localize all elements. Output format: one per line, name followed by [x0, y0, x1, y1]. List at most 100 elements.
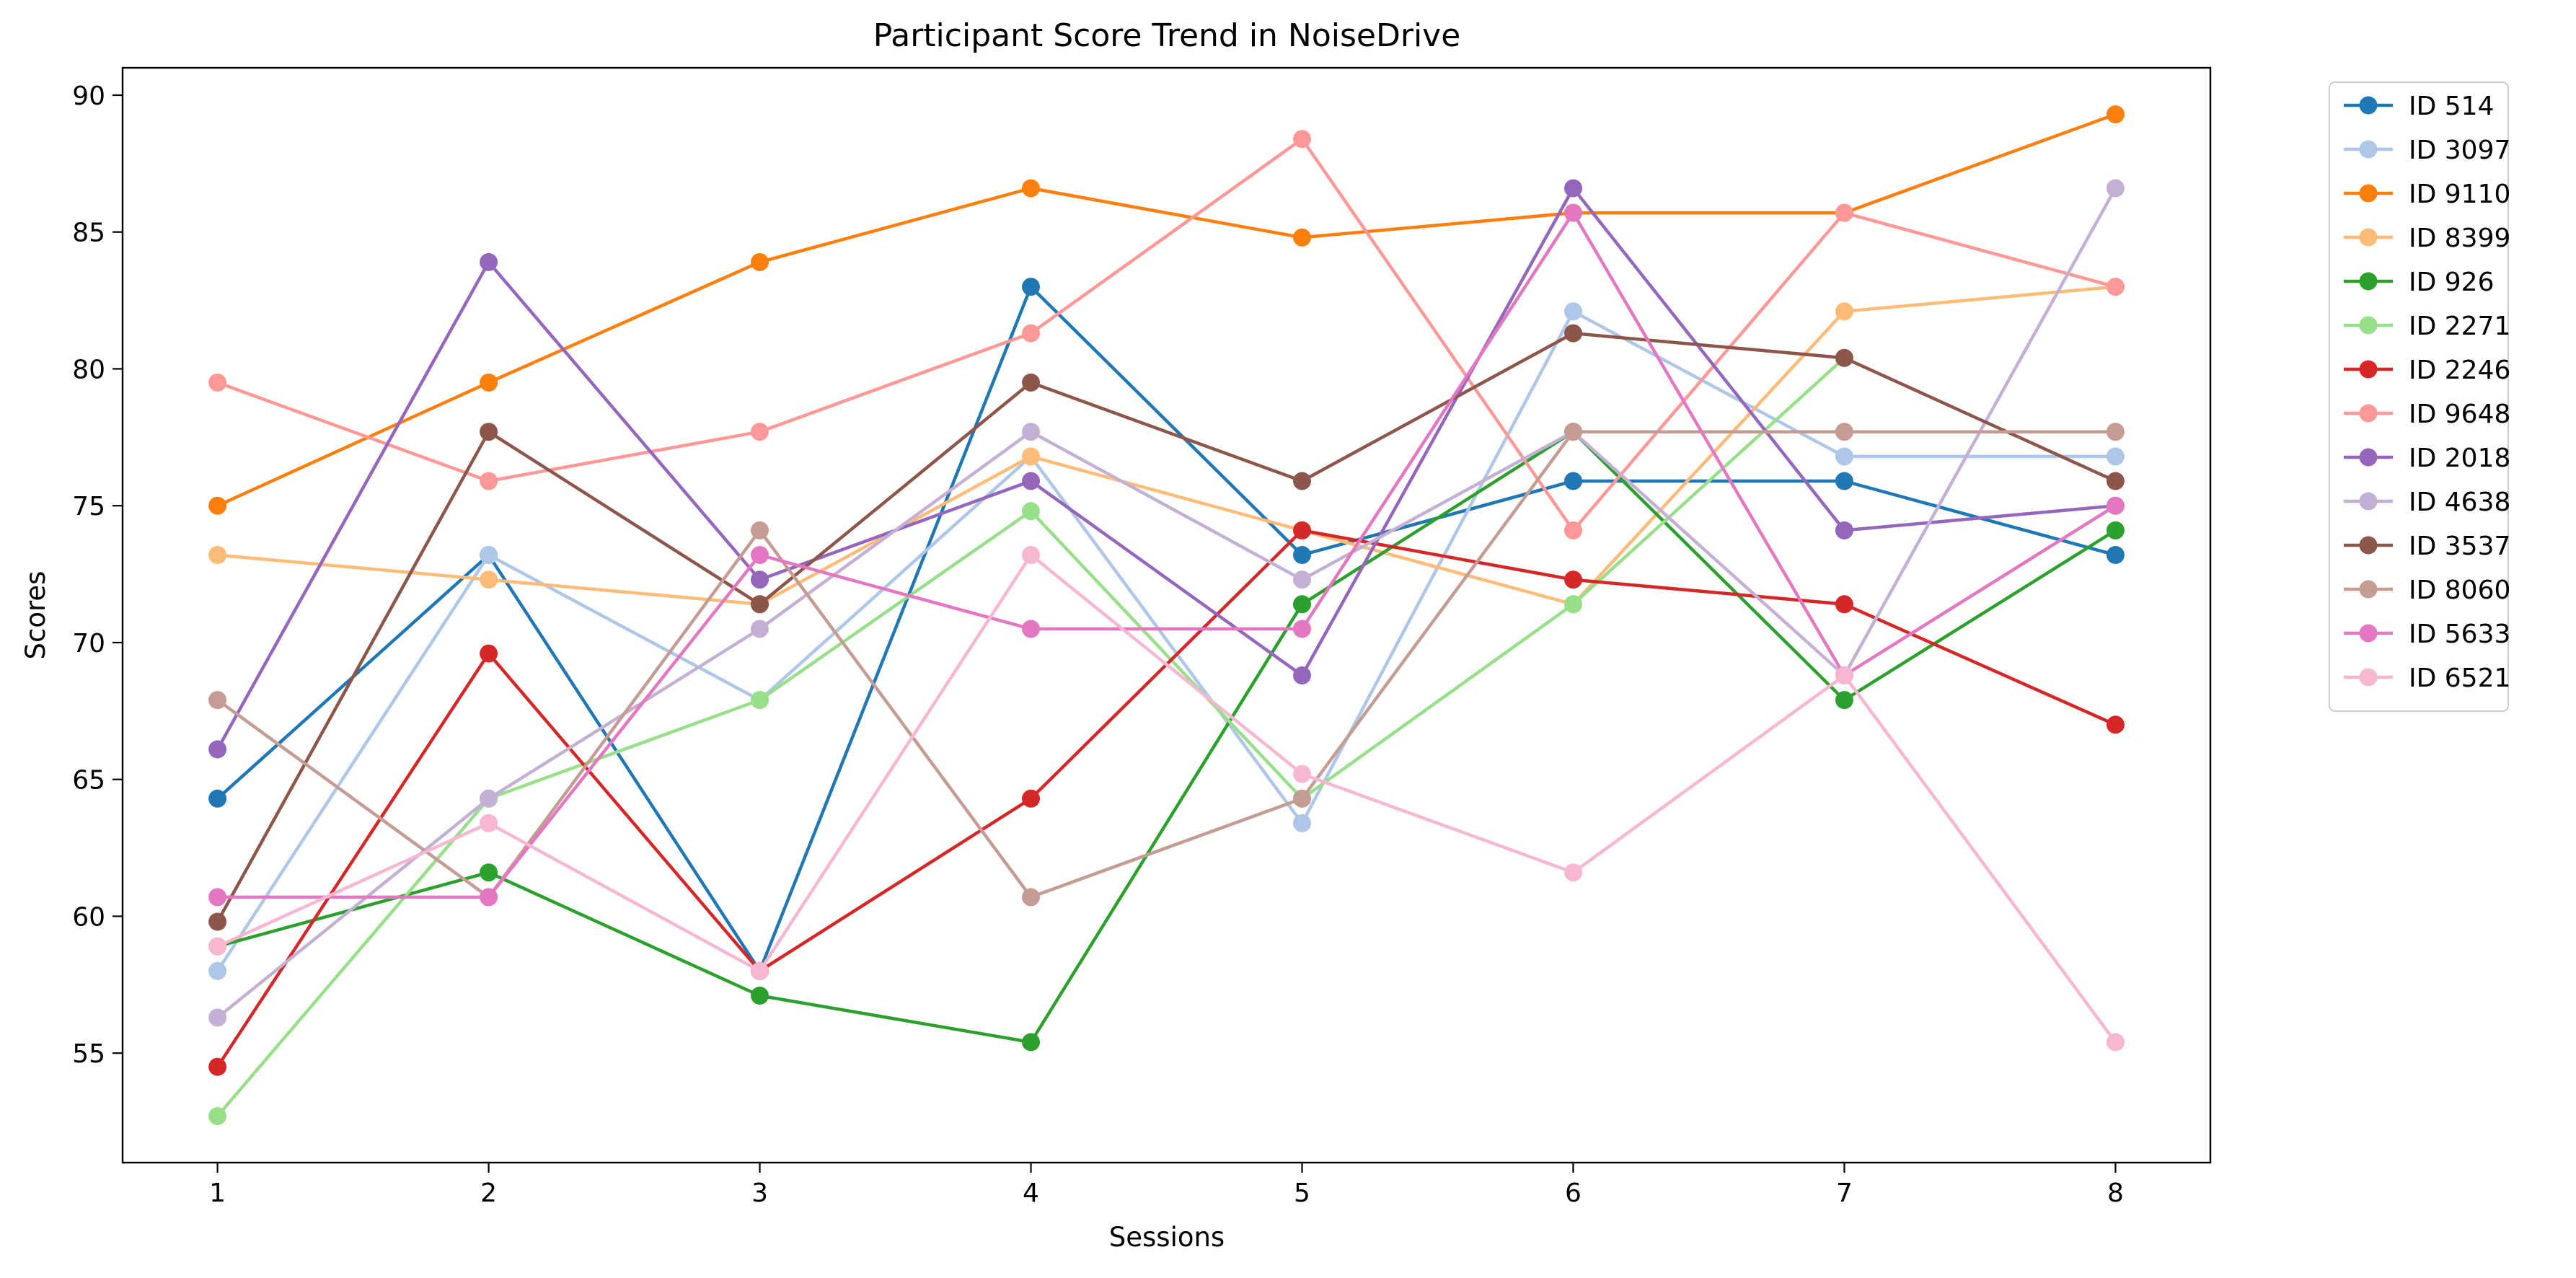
data-point	[1293, 789, 1311, 808]
data-point	[2106, 472, 2125, 490]
data-point	[1022, 423, 1040, 441]
data-point	[1293, 620, 1311, 638]
data-point	[208, 740, 227, 759]
data-point	[2106, 546, 2125, 564]
legend-item: ID 5633	[2344, 620, 2510, 649]
legend-item: ID 3097	[2344, 136, 2510, 165]
data-point	[1293, 546, 1311, 564]
data-point	[1564, 472, 1582, 490]
legend-item: ID 6521	[2344, 664, 2510, 693]
x-tick-label: 4	[1023, 1178, 1039, 1208]
data-point	[1022, 546, 1040, 564]
x-tick-label: 6	[1565, 1178, 1582, 1208]
series-line	[216, 137, 2117, 532]
legend-item: ID 8399	[2344, 224, 2510, 253]
data-point	[1293, 521, 1311, 539]
data-point	[1022, 888, 1040, 907]
data-point	[480, 546, 498, 564]
series-line	[216, 430, 2117, 1044]
data-point	[1293, 595, 1311, 614]
x-tick-label: 8	[2107, 1178, 2124, 1208]
y-tick-label: 55	[72, 1039, 105, 1069]
series-11	[208, 324, 2125, 931]
series-line	[216, 211, 2117, 899]
data-point	[1835, 348, 1853, 367]
legend-marker	[2359, 140, 2378, 159]
legend-marker	[2359, 404, 2378, 423]
legend-item: ID 4638	[2344, 488, 2510, 517]
y-tick-label: 80	[72, 355, 105, 384]
data-point	[2106, 423, 2125, 441]
legend-item: ID 2246	[2344, 356, 2510, 385]
data-point	[208, 961, 227, 980]
legend-marker	[2359, 492, 2378, 511]
legend-item: ID 2271	[2344, 312, 2510, 341]
data-point	[1022, 620, 1040, 638]
legend-item: ID 514	[2344, 92, 2495, 121]
data-point	[208, 1057, 227, 1076]
data-point	[1022, 179, 1040, 198]
y-tick-label: 60	[72, 902, 105, 932]
data-point	[480, 423, 498, 441]
data-point	[480, 570, 498, 589]
legend-label: ID 3097	[2409, 136, 2510, 165]
x-tick-label: 7	[1836, 1178, 1853, 1208]
data-point	[751, 595, 769, 614]
data-point	[2106, 105, 2125, 123]
legend-marker	[2359, 184, 2378, 203]
legend-label: ID 514	[2409, 92, 2495, 121]
legend-marker	[2359, 580, 2378, 599]
data-point	[1293, 228, 1311, 247]
y-tick-label: 70	[72, 629, 105, 658]
data-point	[1022, 502, 1040, 521]
legend-marker	[2359, 272, 2378, 291]
data-point	[208, 1008, 227, 1027]
series-line	[216, 285, 2117, 607]
y-tick-label: 85	[72, 219, 105, 248]
data-point	[751, 987, 769, 1005]
legend: ID 514 ID 3097 ID 9110 ID 8399 ID 926 ID 2271…	[2329, 81, 2510, 712]
legend-marker	[2359, 228, 2378, 247]
data-point	[1564, 863, 1582, 882]
legend-label: ID 926	[2409, 268, 2495, 297]
series-line	[216, 331, 2117, 924]
data-point	[1564, 179, 1582, 198]
legend-marker	[2359, 624, 2378, 643]
data-point	[1293, 666, 1311, 684]
data-point	[751, 570, 769, 589]
data-point	[2106, 1033, 2125, 1052]
data-point	[1564, 595, 1582, 614]
series-14	[208, 546, 2125, 1052]
legend-item: ID 8060	[2344, 576, 2510, 605]
data-point	[1022, 1033, 1040, 1052]
legend-label: ID 2271	[2409, 312, 2510, 341]
data-point	[2106, 278, 2125, 296]
data-point	[1022, 278, 1040, 296]
y-tick-label: 90	[72, 81, 105, 111]
data-point	[1835, 666, 1853, 684]
legend-label: ID 8060	[2409, 576, 2510, 605]
data-point	[208, 888, 227, 907]
legend-label: ID 2018	[2409, 444, 2510, 473]
data-point	[480, 814, 498, 832]
x-axis-label: Sessions	[1109, 1222, 1225, 1253]
chart-title: Participant Score Trend in NoiseDrive	[873, 17, 1461, 54]
data-point	[208, 546, 227, 564]
legend-label: ID 8399	[2409, 224, 2510, 253]
data-point	[751, 691, 769, 710]
legend-label: ID 2246	[2409, 356, 2510, 385]
data-point	[1022, 373, 1040, 392]
series-8	[208, 130, 2125, 539]
data-point	[480, 252, 498, 271]
data-point	[751, 620, 769, 638]
legend-marker	[2359, 536, 2378, 555]
data-point	[1835, 472, 1853, 490]
legend-marker	[2359, 668, 2378, 687]
data-point	[1022, 472, 1040, 490]
legend-frame	[2329, 81, 2509, 712]
legend-label: ID 3537	[2409, 532, 2510, 561]
legend-item: ID 9110	[2344, 180, 2510, 209]
data-point	[208, 373, 227, 392]
legend-label: ID 4638	[2409, 488, 2510, 517]
